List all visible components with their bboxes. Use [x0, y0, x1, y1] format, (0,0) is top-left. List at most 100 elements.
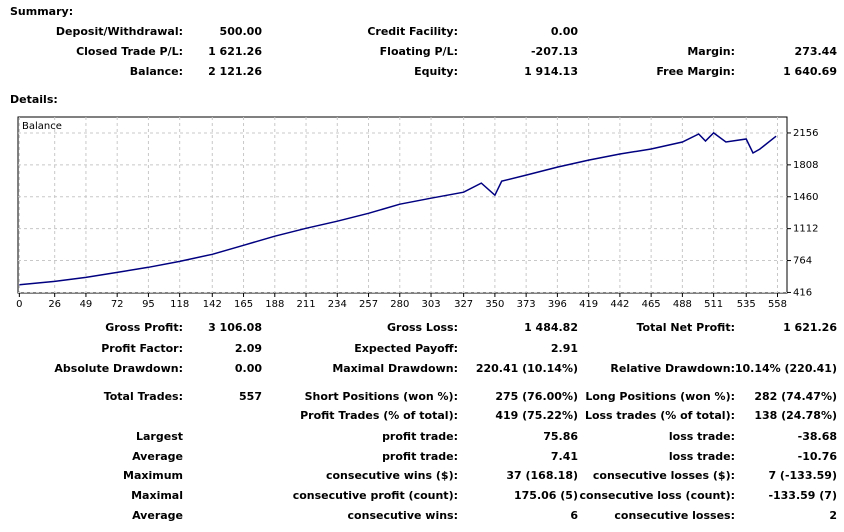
stat-label: Relative Drawdown: — [610, 362, 735, 375]
stat-value: 1 621.26 — [783, 321, 837, 334]
stat-value: -207.13 — [531, 45, 578, 58]
x-tick-label: 95 — [142, 299, 155, 310]
stat-value: 7 (-133.59) — [768, 469, 837, 482]
stat-label: Free Margin: — [656, 65, 735, 78]
stat-label: consecutive wins ($): — [326, 469, 458, 482]
stat-label: Total Trades: — [104, 390, 183, 403]
x-tick-label: 211 — [296, 299, 315, 310]
x-tick-label: 257 — [359, 299, 378, 310]
stat-value: 1 621.26 — [208, 45, 262, 58]
x-tick-label: 535 — [737, 299, 756, 310]
x-tick-label: 188 — [265, 299, 284, 310]
stat-label: Absolute Drawdown: — [54, 362, 183, 375]
stat-label: Gross Loss: — [387, 321, 458, 334]
stat-value: 1 484.82 — [524, 321, 578, 334]
stat-value: 0.00 — [551, 25, 578, 38]
stat-label: Average — [132, 450, 183, 463]
stat-value: 10.14% (220.41) — [735, 362, 837, 375]
y-tick-label: 1112 — [793, 224, 818, 235]
stat-value: 419 (75.22%) — [495, 409, 578, 422]
stat-label: Average — [132, 509, 183, 522]
stat-label: Maximal — [131, 489, 183, 502]
stat-label: consecutive wins: — [348, 509, 458, 522]
x-tick-label: 49 — [80, 299, 93, 310]
stat-value: 273.44 — [795, 45, 838, 58]
x-tick-label: 373 — [517, 299, 536, 310]
x-tick-label: 303 — [421, 299, 440, 310]
x-tick-label: 0 — [16, 299, 22, 310]
stat-value: 75.86 — [543, 430, 578, 443]
stat-label: loss trade: — [669, 430, 735, 443]
x-tick-label: 72 — [111, 299, 124, 310]
x-tick-label: 465 — [642, 299, 661, 310]
stat-value: 37 (168.18) — [506, 469, 578, 482]
stat-value: 220.41 (10.14%) — [476, 362, 578, 375]
stat-value: 557 — [239, 390, 262, 403]
x-tick-label: 165 — [234, 299, 253, 310]
stat-value: -133.59 (7) — [768, 489, 837, 502]
y-tick-label: 764 — [793, 256, 812, 267]
stat-label: loss trade: — [669, 450, 735, 463]
x-tick-label: 234 — [328, 299, 347, 310]
stat-label: Maximal Drawdown: — [332, 362, 458, 375]
x-tick-label: 396 — [548, 299, 567, 310]
stat-label: Long Positions (won %): — [585, 390, 735, 403]
stat-label: Short Positions (won %): — [305, 390, 458, 403]
stat-label: Margin: — [687, 45, 735, 58]
x-tick-label: 419 — [579, 299, 598, 310]
stat-value: 1 640.69 — [783, 65, 837, 78]
legend-label: Balance — [22, 121, 62, 132]
x-tick-label: 142 — [203, 299, 222, 310]
stat-value: 275 (76.00%) — [495, 390, 578, 403]
x-tick-label: 511 — [704, 299, 723, 310]
stat-label: Profit Trades (% of total): — [300, 409, 458, 422]
stat-value: -38.68 — [798, 430, 837, 443]
plot-area — [17, 116, 788, 294]
y-tick-label: 2156 — [793, 128, 818, 139]
y-tick-label: 1460 — [793, 192, 818, 203]
stat-label: Total Net Profit: — [637, 321, 736, 334]
stat-value: 2 121.26 — [208, 65, 262, 78]
x-tick-label: 558 — [768, 299, 787, 310]
stat-label: consecutive losses ($): — [593, 469, 735, 482]
stat-label: Credit Facility: — [367, 25, 458, 38]
x-tick-label: 280 — [390, 299, 409, 310]
stat-label: consecutive profit (count): — [293, 489, 458, 502]
stat-label: Gross Profit: — [105, 321, 183, 334]
stat-value: 2 — [829, 509, 837, 522]
stat-label: Expected Payoff: — [354, 342, 458, 355]
stat-value: 282 (74.47%) — [754, 390, 837, 403]
stat-label: consecutive losses: — [614, 509, 735, 522]
stat-value: 3 106.08 — [208, 321, 262, 334]
stat-label: consecutive loss (count): — [580, 489, 735, 502]
stat-value: 2.09 — [235, 342, 262, 355]
stat-value: -10.76 — [798, 450, 838, 463]
stat-label: Largest — [136, 430, 183, 443]
y-tick-label: 416 — [793, 287, 812, 298]
stat-label: Equity: — [414, 65, 458, 78]
stat-value: 175.06 (5) — [514, 489, 578, 502]
section-title: Details: — [10, 93, 58, 106]
x-tick-label: 488 — [673, 299, 692, 310]
stat-label: Balance: — [130, 65, 183, 78]
x-tick-label: 350 — [485, 299, 504, 310]
stat-value: 7.41 — [551, 450, 578, 463]
stat-label: profit trade: — [382, 450, 458, 463]
stat-label: Profit Factor: — [101, 342, 183, 355]
stat-label: profit trade: — [382, 430, 458, 443]
x-tick-label: 26 — [48, 299, 61, 310]
stat-label: Maximum — [123, 469, 183, 482]
section-title: Summary: — [10, 5, 73, 18]
stat-value: 2.91 — [551, 342, 578, 355]
x-tick-label: 442 — [610, 299, 629, 310]
stat-label: Closed Trade P/L: — [76, 45, 183, 58]
stat-label: Deposit/Withdrawal: — [56, 25, 183, 38]
balance-line — [19, 131, 777, 286]
stat-label: Floating P/L: — [380, 45, 458, 58]
y-tick-label: 1808 — [793, 160, 818, 171]
stat-value: 6 — [570, 509, 578, 522]
stat-value: 138 (24.78%) — [754, 409, 837, 422]
x-tick-label: 118 — [170, 299, 189, 310]
